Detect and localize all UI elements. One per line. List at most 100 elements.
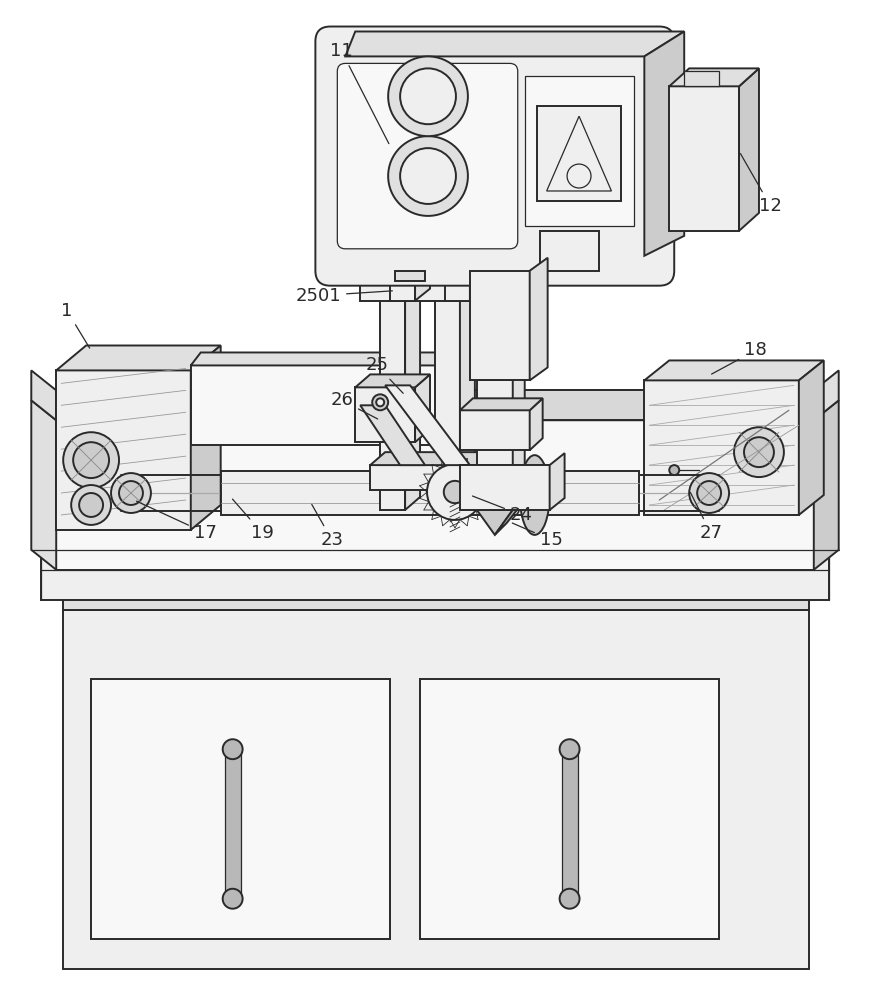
Circle shape [734, 427, 784, 477]
Polygon shape [530, 258, 547, 380]
Polygon shape [355, 374, 430, 387]
Polygon shape [361, 405, 425, 465]
Text: 11: 11 [330, 42, 388, 144]
Polygon shape [355, 387, 415, 442]
Polygon shape [63, 610, 808, 969]
Polygon shape [450, 352, 460, 445]
Polygon shape [224, 749, 241, 899]
Text: 15: 15 [512, 523, 562, 549]
Text: 23: 23 [312, 504, 343, 549]
Polygon shape [370, 452, 495, 465]
Circle shape [223, 739, 243, 759]
Polygon shape [799, 360, 824, 515]
Circle shape [376, 398, 384, 406]
Circle shape [388, 56, 468, 136]
Bar [537, 106, 622, 201]
Polygon shape [370, 465, 480, 490]
Text: 17: 17 [136, 501, 217, 542]
Text: 18: 18 [711, 341, 766, 374]
Polygon shape [670, 68, 759, 86]
Polygon shape [56, 345, 221, 370]
Polygon shape [31, 370, 839, 420]
Polygon shape [644, 31, 684, 256]
Circle shape [698, 481, 721, 505]
Ellipse shape [519, 455, 550, 535]
Polygon shape [477, 510, 512, 535]
Polygon shape [460, 268, 475, 510]
Bar [420, 679, 719, 939]
Text: 12: 12 [740, 154, 782, 215]
Polygon shape [63, 570, 808, 610]
Circle shape [400, 148, 456, 204]
Circle shape [427, 464, 483, 520]
Polygon shape [460, 465, 550, 510]
Polygon shape [550, 453, 565, 510]
Bar [91, 679, 390, 939]
Polygon shape [470, 254, 485, 301]
Circle shape [560, 739, 580, 759]
Polygon shape [191, 345, 221, 530]
FancyBboxPatch shape [337, 63, 518, 249]
FancyBboxPatch shape [315, 27, 674, 286]
Polygon shape [510, 253, 525, 301]
Polygon shape [460, 398, 543, 410]
Polygon shape [361, 266, 510, 301]
Polygon shape [495, 500, 525, 535]
Text: 26: 26 [330, 391, 378, 419]
Circle shape [63, 432, 119, 488]
Circle shape [744, 437, 774, 467]
Text: 2501: 2501 [295, 287, 392, 305]
Circle shape [443, 481, 466, 503]
Polygon shape [644, 360, 824, 380]
Polygon shape [191, 365, 450, 445]
Polygon shape [221, 471, 639, 515]
Circle shape [560, 889, 580, 909]
Polygon shape [470, 271, 530, 380]
Polygon shape [56, 420, 814, 570]
Text: 19: 19 [232, 499, 273, 542]
Circle shape [119, 481, 143, 505]
Polygon shape [561, 749, 578, 899]
Polygon shape [415, 254, 430, 301]
Circle shape [670, 465, 679, 475]
Text: 25: 25 [365, 356, 403, 393]
FancyBboxPatch shape [525, 76, 635, 226]
Polygon shape [530, 398, 543, 450]
Polygon shape [56, 370, 191, 530]
Polygon shape [477, 380, 512, 510]
Circle shape [72, 485, 111, 525]
Text: 27: 27 [691, 493, 722, 542]
Polygon shape [390, 266, 415, 301]
Polygon shape [684, 71, 719, 86]
Polygon shape [435, 281, 460, 510]
Circle shape [223, 889, 243, 909]
Polygon shape [31, 400, 56, 570]
Polygon shape [540, 231, 600, 271]
Polygon shape [512, 370, 525, 510]
Polygon shape [415, 374, 430, 442]
Polygon shape [814, 400, 839, 570]
Polygon shape [445, 266, 470, 301]
Polygon shape [644, 380, 799, 515]
Polygon shape [670, 86, 739, 231]
Polygon shape [460, 410, 530, 450]
Polygon shape [41, 540, 828, 600]
Polygon shape [480, 452, 495, 490]
Polygon shape [361, 253, 525, 266]
Circle shape [372, 394, 388, 410]
Polygon shape [191, 352, 460, 365]
Polygon shape [56, 390, 814, 420]
Text: 24: 24 [472, 496, 533, 524]
Polygon shape [346, 31, 684, 56]
Circle shape [73, 442, 109, 478]
Polygon shape [739, 68, 759, 231]
Circle shape [111, 473, 151, 513]
Circle shape [400, 68, 456, 124]
Circle shape [388, 136, 468, 216]
Polygon shape [395, 271, 425, 281]
Circle shape [79, 493, 103, 517]
Text: 1: 1 [61, 302, 90, 348]
Polygon shape [380, 281, 405, 510]
Circle shape [689, 473, 729, 513]
Polygon shape [405, 268, 420, 510]
